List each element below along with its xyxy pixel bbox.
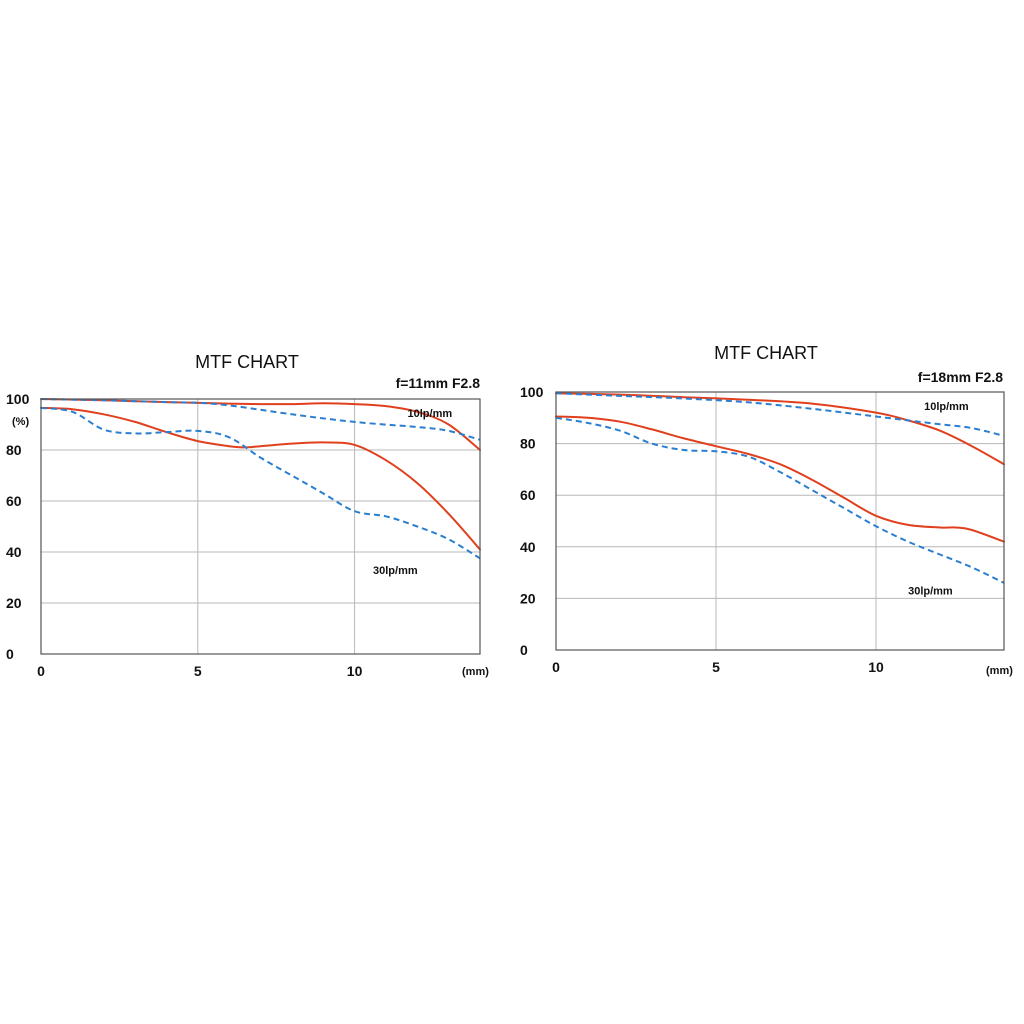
y-tick-label: 0	[6, 646, 14, 662]
mtf-series-line-2	[40, 398, 481, 441]
frequency-annotation: 10lp/mm	[924, 401, 969, 413]
y-tick-label: 0	[520, 642, 528, 658]
mtf-series-line-1	[555, 392, 1005, 466]
y-tick-label: 40	[6, 544, 22, 560]
mtf-series-line-1	[40, 398, 481, 451]
x-unit-label: (mm)	[462, 666, 489, 678]
lens-spec-label: f=18mm F2.8	[918, 369, 1003, 385]
mtf-series-line-4	[40, 406, 481, 560]
y-tick-label: 20	[6, 595, 22, 611]
lens-spec-label: f=11mm F2.8	[396, 375, 481, 391]
y-tick-label: 60	[6, 493, 22, 509]
chart-title: MTF CHART	[195, 352, 299, 372]
mtf-series-line-3	[555, 415, 1005, 543]
y-tick-label: 40	[520, 539, 536, 555]
frequency-annotation: 10lp/mm	[408, 408, 453, 420]
mtf-series-line-4	[555, 416, 1005, 584]
plot-area-border	[555, 391, 1005, 651]
x-unit-label: (mm)	[986, 665, 1013, 677]
y-tick-label: 80	[6, 442, 22, 458]
mtf-chart-18mm: MTF CHART f=18mm F2.8 (mm) 0 20 40 60 80 100 0…	[520, 343, 1013, 677]
frequency-annotation: 30lp/mm	[908, 586, 953, 598]
x-tick-label: 5	[712, 659, 720, 675]
x-tick-label: 0	[552, 659, 560, 675]
y-unit-label: (%)	[12, 416, 29, 428]
y-tick-label: 60	[520, 487, 536, 503]
plot-area-border	[40, 398, 481, 655]
mtf-series-line-3	[40, 406, 481, 551]
frequency-annotation: 30lp/mm	[373, 565, 418, 577]
x-tick-label: 10	[347, 663, 363, 679]
x-tick-label: 5	[194, 663, 202, 679]
y-tick-label: 80	[520, 436, 536, 452]
y-tick-label: 20	[520, 590, 536, 606]
mtf-chart-11mm: MTF CHART f=11mm F2.8 (%) (mm) 0 20 40 60 80…	[6, 352, 489, 679]
y-tick-label: 100	[6, 391, 30, 407]
x-tick-label: 10	[868, 659, 884, 675]
x-tick-label: 0	[37, 663, 45, 679]
mtf-series-line-2	[555, 392, 1005, 437]
y-tick-label: 100	[520, 384, 544, 400]
chart-title: MTF CHART	[714, 343, 818, 363]
